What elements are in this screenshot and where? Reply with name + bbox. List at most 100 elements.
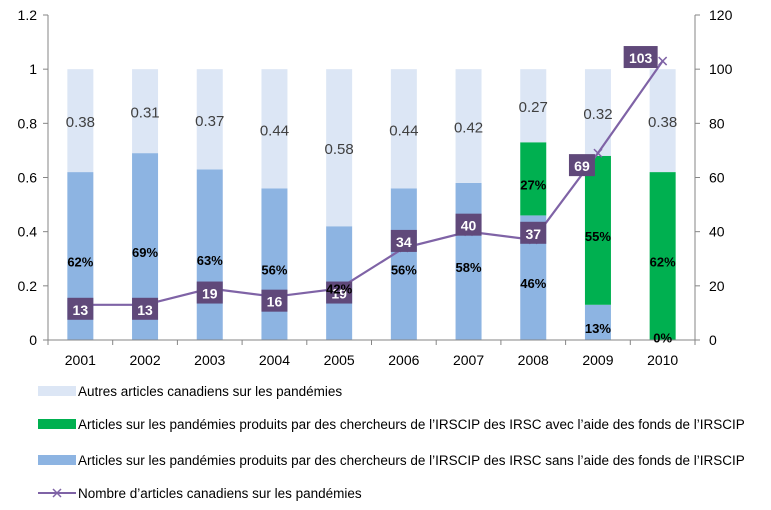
data-label-sans-fonds: 63%	[197, 253, 223, 268]
legend-label-nombre: Nombre d’articles canadiens sur les pand…	[78, 485, 362, 501]
bar-sans-fonds	[390, 188, 417, 340]
x-tick-label: 2009	[582, 352, 613, 368]
bar-autres	[326, 69, 353, 227]
left-tick-label: 1	[29, 61, 37, 77]
legend-swatch-autres	[38, 386, 76, 396]
data-label-autres: 0.37	[195, 113, 224, 130]
count-label: 37	[525, 226, 541, 242]
x-tick-label: 2003	[194, 352, 225, 368]
count-label-box	[455, 213, 482, 236]
legend-item-sans-fonds: Articles sur les pandémies produits par …	[38, 450, 745, 470]
data-label-sans-fonds: 13%	[585, 321, 611, 336]
left-tick-label: 1.2	[18, 7, 38, 23]
data-label-autres: 0.58	[325, 141, 354, 158]
bar-autres	[455, 69, 482, 183]
data-label-sans-fonds: 56%	[261, 263, 287, 278]
count-label: 103	[629, 50, 653, 66]
line-path	[80, 60, 664, 306]
data-label-autres: 0.42	[454, 120, 483, 137]
count-label: 16	[267, 294, 283, 310]
count-label-box	[390, 229, 417, 252]
data-label-avec-fonds: 55%	[585, 229, 611, 244]
count-label-box	[623, 46, 658, 69]
data-label-autres: 0.31	[130, 105, 159, 122]
data-label-sans-fonds: 46%	[520, 276, 546, 291]
data-labels: 0.38 62% 0.31 69% 0.37 63% 0.44 56% 0.58 42% 0.44 5…	[66, 99, 678, 345]
right-tick-label: 40	[709, 224, 725, 240]
bar-sans-fonds	[261, 188, 288, 340]
data-label-autres: 0.38	[66, 114, 95, 131]
count-label: 13	[137, 302, 153, 318]
count-label-box	[67, 297, 94, 320]
count-label: 13	[73, 302, 89, 318]
bar-series	[67, 69, 676, 340]
left-tick-label: 0.4	[18, 224, 38, 240]
bar-avec-fonds	[649, 172, 676, 340]
data-label-sans-fonds: 69%	[132, 245, 158, 260]
data-label-sans-fonds-zero: 0%	[653, 331, 672, 346]
count-label: 19	[331, 286, 347, 302]
legend-label-avec-fonds: Articles sur les pandémies produits par …	[78, 416, 745, 432]
count-label: 69	[574, 158, 590, 174]
bar-autres	[390, 69, 417, 189]
right-tick-label: 0	[709, 332, 717, 348]
bar-autres	[649, 69, 676, 173]
count-label-box	[326, 281, 353, 304]
count-label-box	[196, 281, 223, 304]
data-label-autres: 0.44	[260, 122, 289, 139]
x-tick-label: 2001	[65, 352, 96, 368]
line-series: 13 13 19 16 19 34 40 37 69 103	[67, 46, 668, 320]
count-label-box	[132, 297, 159, 320]
bar-sans-fonds	[455, 182, 482, 340]
right-axis: 0 20 40 60 80 100 120	[695, 7, 733, 348]
data-label-autres: 0.27	[519, 99, 548, 116]
x-axis: 2001 2002 2003 2004 2005 2006 2007 2008 2009 2010	[47, 340, 696, 368]
data-label-autres: 0.32	[583, 106, 612, 123]
data-label-autres: 0.44	[389, 122, 418, 139]
legend-swatch-sans-fonds	[38, 455, 76, 465]
count-label: 34	[396, 234, 412, 250]
data-label-avec-fonds: 27%	[520, 177, 546, 192]
data-label-sans-fonds: 62%	[67, 255, 93, 270]
count-label-box	[520, 221, 547, 244]
bar-autres	[67, 69, 94, 173]
right-tick-label: 80	[709, 115, 725, 131]
x-tick-label: 2010	[647, 352, 678, 368]
legend-item-autres: Autres articles canadiens sur les pandém…	[38, 381, 342, 401]
left-axis: 0 0.2 0.4 0.6 0.8 1 1.2	[18, 7, 48, 348]
bar-autres	[132, 69, 159, 154]
right-tick-label: 20	[709, 278, 725, 294]
legend-item-nombre: Nombre d’articles canadiens sur les pand…	[38, 483, 362, 503]
x-tick-label: 2005	[324, 352, 355, 368]
data-label-sans-fonds: 42%	[326, 282, 352, 297]
legend-swatch-avec-fonds	[38, 419, 76, 429]
x-tick-label: 2008	[518, 352, 549, 368]
right-tick-label: 100	[709, 61, 733, 77]
x-tick-label: 2006	[388, 352, 419, 368]
legend-label-autres: Autres articles canadiens sur les pandém…	[78, 383, 343, 399]
legend-label-sans-fonds: Articles sur les pandémies produits par …	[78, 452, 745, 468]
count-label: 40	[461, 218, 477, 234]
left-tick-label: 0.6	[18, 170, 38, 186]
data-label-sans-fonds: 56%	[391, 263, 417, 278]
count-label-box	[568, 154, 595, 177]
x-tick-label: 2007	[453, 352, 484, 368]
left-tick-label: 0.2	[18, 278, 38, 294]
legend-swatch-nombre	[38, 488, 76, 498]
bar-sans-fonds	[584, 304, 611, 340]
right-tick-label: 120	[709, 7, 733, 23]
left-tick-label: 0.8	[18, 115, 38, 131]
line-marker	[593, 148, 603, 158]
bar-sans-fonds	[196, 169, 223, 340]
bar-autres	[261, 69, 288, 189]
bar-autres	[196, 69, 223, 170]
right-tick-label: 60	[709, 170, 725, 186]
bar-autres	[520, 69, 547, 143]
data-label-avec-fonds: 62%	[650, 255, 676, 270]
bar-avec-fonds	[584, 155, 611, 305]
count-label: 19	[202, 286, 218, 302]
data-label-autres: 0.38	[648, 114, 677, 131]
x-tick-label: 2004	[259, 352, 290, 368]
count-label-box	[261, 289, 288, 312]
